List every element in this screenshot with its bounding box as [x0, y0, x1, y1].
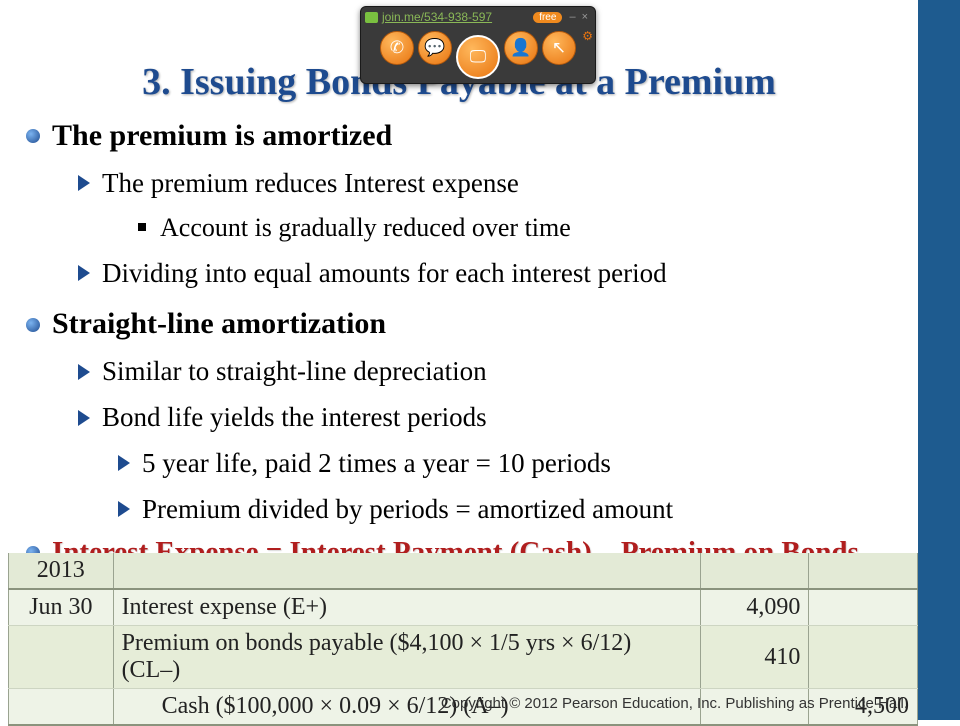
bullet-equal-amounts: Dividing into equal amounts for each int… [78, 253, 908, 295]
cursor-icon[interactable]: ↖ [542, 31, 576, 65]
journal-date-cell [9, 626, 114, 689]
joinme-link[interactable]: join.me/534-938-597 [382, 10, 533, 24]
close-button[interactable]: × [582, 11, 588, 23]
bullet-text: The premium reduces Interest expense [102, 168, 519, 198]
arrow-bullet-icon [118, 455, 130, 471]
bullet-text: Bond life yields the interest periods [102, 402, 487, 432]
free-badge: free [533, 12, 562, 23]
bullet-straight-line: Straight-line amortization [26, 304, 908, 345]
journal-credit-cell [809, 589, 918, 626]
chat-icon[interactable]: 💬 [418, 31, 452, 65]
participants-icon[interactable]: 👤 [504, 31, 538, 65]
bullet-bond-life: Bond life yields the interest periods [78, 397, 908, 439]
journal-desc-cell: Interest expense (E+) [113, 589, 700, 626]
journal-row: Jun 30 Interest expense (E+) 4,090 [9, 589, 918, 626]
bullet-text: Premium divided by periods = amortized a… [142, 494, 673, 524]
bullet-reduces-interest: The premium reduces Interest expense [78, 163, 908, 205]
journal-empty-cell [809, 553, 918, 589]
bullet-similar-depreciation: Similar to straight-line depreciation [78, 351, 908, 393]
bullet-amortized-amount: Premium divided by periods = amortized a… [118, 489, 908, 531]
journal-credit-cell [809, 626, 918, 689]
bullet-text: Account is gradually reduced over time [160, 213, 571, 242]
journal-date-cell: Jun 30 [9, 589, 114, 626]
journal-debit-cell: 4,090 [700, 589, 809, 626]
journal-year-row: 2013 [9, 553, 918, 589]
sphere-bullet-icon [26, 318, 40, 332]
bullet-premium-amortized: The premium is amortized [26, 116, 908, 157]
phone-icon[interactable]: ✆ [380, 31, 414, 65]
bullet-text: The premium is amortized [52, 119, 392, 152]
journal-debit-cell: 410 [700, 626, 809, 689]
journal-desc-cell: Premium on bonds payable ($4,100 × 1/5 y… [113, 626, 700, 689]
toolbar-icon-row: ⚙ ✆ 💬 🖵 👤 ↖ [361, 27, 595, 83]
bullet-account-reduced: Account is gradually reduced over time [138, 208, 908, 248]
minimize-button[interactable]: – [569, 11, 575, 23]
joinme-toolbar[interactable]: join.me/534-938-597 free – × ⚙ ✆ 💬 🖵 👤 ↖ [360, 6, 596, 84]
gear-icon[interactable]: ⚙ [582, 29, 593, 44]
journal-year-cell: 2013 [9, 553, 114, 589]
bullet-10-periods: 5 year life, paid 2 times a year = 10 pe… [118, 443, 908, 485]
bullet-text: Similar to straight-line depreciation [102, 356, 487, 386]
bullet-text: Dividing into equal amounts for each int… [102, 258, 667, 288]
toolbar-titlebar[interactable]: join.me/534-938-597 free – × [361, 7, 595, 27]
screen-share-icon[interactable]: 🖵 [456, 35, 500, 79]
joinme-logo-icon [365, 12, 378, 23]
bullet-text: Straight-line amortization [52, 307, 386, 340]
square-bullet-icon [138, 223, 146, 231]
right-accent-bar [918, 0, 960, 720]
sphere-bullet-icon [26, 129, 40, 143]
journal-row: Premium on bonds payable ($4,100 × 1/5 y… [9, 626, 918, 689]
arrow-bullet-icon [118, 501, 130, 517]
journal-empty-cell [700, 553, 809, 589]
arrow-bullet-icon [78, 364, 90, 380]
arrow-bullet-icon [78, 175, 90, 191]
journal-empty-cell [113, 553, 700, 589]
arrow-bullet-icon [78, 265, 90, 281]
copyright-text: Copyright © 2012 Pearson Education, Inc.… [441, 695, 908, 712]
bullet-text: 5 year life, paid 2 times a year = 10 pe… [142, 448, 611, 478]
arrow-bullet-icon [78, 410, 90, 426]
